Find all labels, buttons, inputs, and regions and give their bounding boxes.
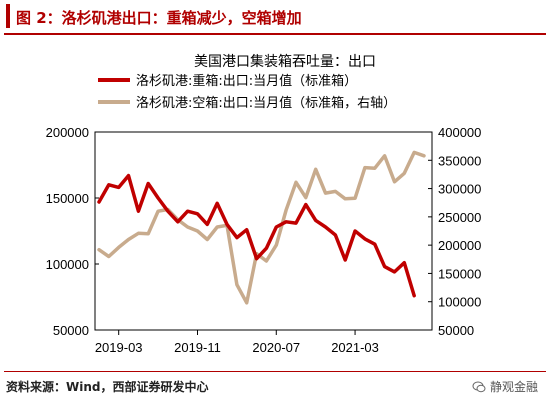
legend-label-empty: 洛杉矶港:空箱:出口:当月值（标准箱，右轴） — [136, 95, 396, 111]
figure-header: 图 2：洛杉矶港出口：重箱减少，空箱增加 — [0, 0, 550, 35]
left-axis-tick-label: 100000 — [46, 257, 89, 272]
x-axis-tick-label: 2019-03 — [95, 340, 143, 355]
right-axis-tick-label: 100000 — [438, 295, 481, 310]
wechat-icon — [472, 381, 486, 392]
legend: 洛杉矶港:重箱:出口:当月值（标准箱） 洛杉矶港:空箱:出口:当月值（标准箱，右轴… — [98, 73, 396, 111]
chart-title: 美国港口集装箱吞吐量：出口 — [194, 53, 376, 70]
x-axis-tick-label: 2019-11 — [174, 340, 221, 355]
right-axis-tick-label: 250000 — [438, 210, 481, 225]
axes: 50000 100000 150000 200000 50000 100000 150000… — [46, 125, 482, 355]
plot-frame — [94, 131, 433, 331]
chart-canvas: 50000 100000 150000 200000 50000 100000 150000… — [46, 53, 482, 355]
right-axis-tick-label: 50000 — [438, 323, 474, 338]
x-axis-tick-label: 2020-07 — [252, 340, 300, 355]
figure-label: 图 2：洛杉矶港出口：重箱减少，空箱增加 — [16, 9, 302, 27]
left-axis-tick-label: 200000 — [46, 125, 89, 140]
source-note: 资料来源：Wind，西部证券研发中心 — [6, 380, 209, 394]
left-axis-tick-label: 150000 — [46, 191, 89, 206]
series-line-empty — [97, 150, 426, 305]
series-line-laden — [97, 173, 416, 298]
x-axis-tick-label: 2021-03 — [331, 340, 379, 355]
watermark: 静观金融 — [472, 378, 538, 395]
watermark-text: 静观金融 — [489, 380, 538, 394]
right-axis-tick-label: 150000 — [438, 266, 481, 281]
header-accent-bar — [6, 4, 10, 28]
legend-label-laden: 洛杉矶港:重箱:出口:当月值（标准箱） — [136, 73, 357, 89]
series-lines — [97, 150, 426, 305]
right-axis-tick-label: 350000 — [438, 153, 481, 168]
right-axis-tick-label: 300000 — [438, 182, 481, 197]
right-axis-tick-label: 400000 — [438, 125, 481, 140]
plot-border — [94, 131, 433, 331]
left-axis-tick-label: 50000 — [53, 323, 89, 338]
footer-rule — [4, 371, 546, 372]
header-rule — [4, 33, 546, 35]
right-axis-tick-label: 200000 — [438, 238, 481, 253]
